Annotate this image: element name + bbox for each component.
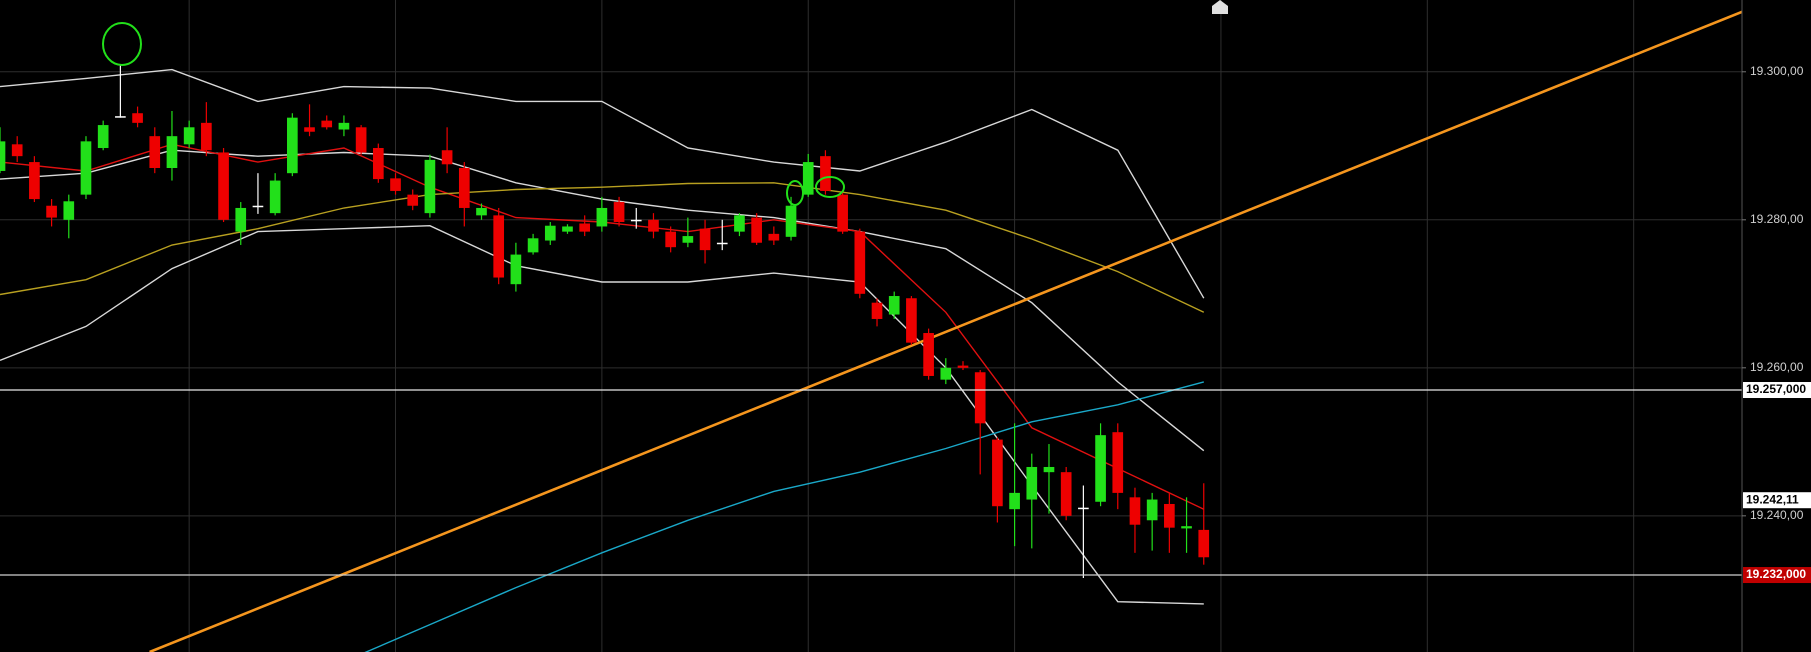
candle-body <box>46 205 57 218</box>
candle-body <box>785 205 797 237</box>
candle-body <box>527 238 539 253</box>
candle-body <box>871 302 883 319</box>
indicator-line <box>0 224 1204 605</box>
candle-body <box>287 117 298 174</box>
candle-body <box>201 122 212 151</box>
price-label-box <box>1743 567 1811 584</box>
candle-body <box>218 152 229 220</box>
candle-body <box>940 367 952 380</box>
candle-body <box>132 113 143 123</box>
candle-body <box>579 223 591 232</box>
candle-body <box>372 148 384 180</box>
annotation-circle <box>815 176 845 198</box>
candle-body <box>613 202 625 223</box>
indicator-line <box>149 10 1742 652</box>
candle-body <box>630 219 642 222</box>
price-label: 19.232,000 <box>1746 567 1806 581</box>
candle-body <box>1009 492 1020 510</box>
candle-body <box>923 333 934 376</box>
candle-body <box>957 365 969 368</box>
candle-body <box>734 215 745 232</box>
candle-body <box>458 167 470 208</box>
candle-body <box>441 150 453 165</box>
candle-body <box>716 242 728 245</box>
candle-body <box>252 205 264 208</box>
candle-body <box>562 226 573 232</box>
price-axis: 19.300,00 19.280,00 19.260,00 19.240,00 19.2… <box>1742 64 1811 584</box>
candle-body <box>768 233 780 241</box>
candle-body <box>476 207 487 216</box>
candle-body <box>1198 529 1210 558</box>
candle-body <box>992 439 1003 507</box>
price-label: 19.257,000 <box>1746 382 1806 396</box>
indicator-line <box>0 182 1205 313</box>
candle-body <box>493 215 505 278</box>
y-tick-label: 19.260,00 <box>1750 360 1804 374</box>
candle-body <box>974 372 986 424</box>
candle-body <box>1129 497 1141 525</box>
candle-body <box>648 219 659 232</box>
candle-body <box>820 156 831 191</box>
candle-body <box>80 141 92 195</box>
candle-body <box>1146 499 1158 521</box>
candle-body <box>235 207 247 232</box>
indicator-line <box>364 381 1204 652</box>
candle-body <box>407 194 419 206</box>
candle-body <box>269 180 281 214</box>
candle-body <box>596 207 608 227</box>
candle-body <box>1078 507 1089 510</box>
candle-body <box>390 178 401 191</box>
candle-body <box>510 254 522 285</box>
candle-body <box>544 225 556 241</box>
navigation-icon[interactable] <box>1212 0 1228 14</box>
candle-body <box>183 127 195 145</box>
marker-label: 19.242,11 <box>1746 492 1799 506</box>
candle-body <box>1095 435 1106 502</box>
marker-label-box <box>1743 492 1811 509</box>
indicator-line <box>0 68 1205 299</box>
candle-body <box>338 122 350 130</box>
plot-area <box>0 10 1742 652</box>
candle-body <box>1112 432 1124 493</box>
candle-body <box>304 127 315 132</box>
candle-body <box>1164 503 1175 528</box>
candle-body <box>1181 526 1192 529</box>
candle-body <box>1060 472 1072 516</box>
candle-body <box>115 116 126 118</box>
candle-body <box>149 136 161 168</box>
candle-body <box>355 127 367 153</box>
candle-body <box>854 231 866 294</box>
annotation-circle <box>786 180 804 206</box>
y-tick-label: 19.240,00 <box>1750 508 1804 522</box>
candle-body <box>11 144 23 157</box>
candle-body <box>321 120 333 128</box>
candle-body <box>97 125 109 149</box>
candle-body <box>1043 466 1055 473</box>
candle-body <box>1026 466 1038 500</box>
price-label-box <box>1743 382 1811 399</box>
candle-body <box>0 141 6 171</box>
candle-body <box>424 159 436 214</box>
candle-body <box>837 194 848 232</box>
candle-body <box>888 296 900 315</box>
candle-body <box>906 298 917 343</box>
candle-body <box>63 201 75 220</box>
candle-body <box>682 236 694 243</box>
annotation-circle <box>102 22 142 66</box>
y-tick-label: 19.280,00 <box>1750 212 1804 226</box>
grid <box>0 0 1742 652</box>
candle-body <box>166 136 178 168</box>
y-tick-label: 19.300,00 <box>1750 64 1804 78</box>
candle-body <box>665 231 676 248</box>
candle-body <box>699 228 711 251</box>
candle-body <box>751 217 762 243</box>
candle-body <box>802 162 814 195</box>
candle-body <box>29 162 40 200</box>
